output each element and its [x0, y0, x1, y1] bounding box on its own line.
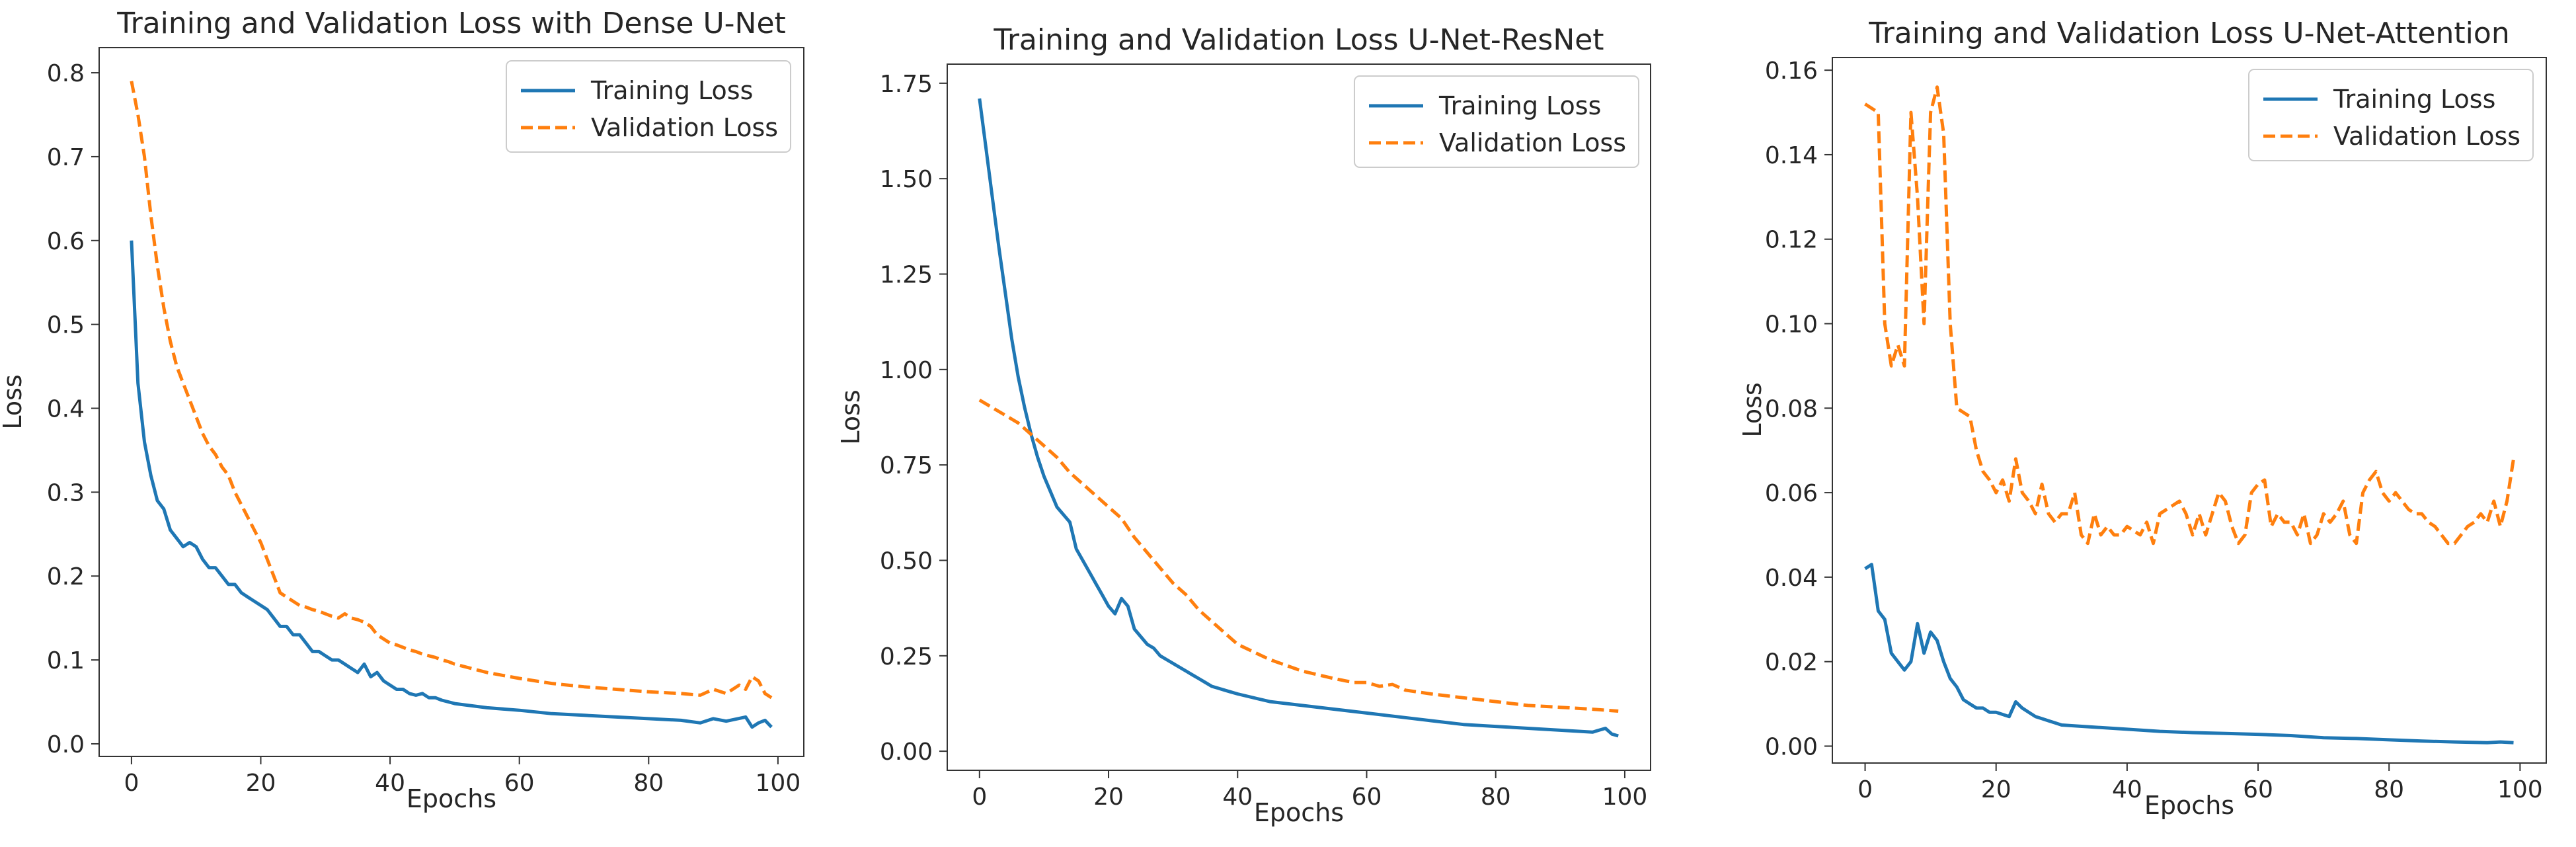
x-tick-label: 60: [1352, 784, 1382, 811]
y-tick-label: 0.06: [1765, 480, 1818, 507]
x-tick-label: 100: [1602, 784, 1648, 811]
legend-label-validation: Validation Loss: [2333, 122, 2520, 151]
x-tick-label: 20: [1093, 784, 1124, 811]
y-tick-label: 0.10: [1765, 311, 1818, 339]
chart-title: Training and Validation Loss with Dense …: [116, 7, 786, 40]
y-tick-label: 0.12: [1765, 227, 1818, 254]
legend-label-validation: Validation Loss: [1439, 128, 1626, 157]
y-tick-label: 0.00: [1765, 733, 1818, 760]
x-tick-label: 60: [504, 770, 535, 797]
x-tick-label: 60: [2243, 776, 2273, 803]
x-axis-label: Epochs: [2144, 791, 2234, 820]
legend: Training Loss Validation Loss: [506, 60, 791, 153]
x-tick-label: 40: [375, 770, 405, 797]
legend-label-validation: Validation Loss: [591, 113, 778, 142]
y-tick-label: 0.1: [47, 647, 85, 674]
x-tick-label: 0: [124, 770, 139, 797]
y-tick-label: 0.4: [47, 396, 85, 423]
x-axis-label: Epochs: [1254, 798, 1344, 827]
axes-frame: [1832, 57, 2547, 764]
x-tick-label: 100: [756, 770, 801, 797]
x-tick-label: 40: [1222, 784, 1253, 811]
x-tick-label: 80: [633, 770, 664, 797]
y-tick-label: 0.3: [47, 479, 85, 506]
training-loss-line: [130, 240, 773, 729]
axes-frame: [98, 47, 804, 757]
y-tick-label: 1.25: [880, 262, 933, 289]
legend-label-training: Training Loss: [2333, 85, 2495, 114]
y-tick-label: 0.02: [1765, 649, 1818, 676]
x-tick-label: 80: [1481, 784, 1511, 811]
y-tick-label: 0.25: [880, 643, 933, 670]
chart-title: Training and Validation Loss U-Net-ResNe…: [993, 23, 1604, 57]
training-loss-line: [978, 98, 1619, 738]
chart-unet-resnet: Training and Validation Loss U-Net-ResNe…: [836, 23, 1651, 827]
legend-label-training: Training Loss: [590, 76, 753, 105]
tick-group: 0 20 40 60 80 100 0.0 0.1 0.2 0.3 0.4 0.5 0.6 0.7 0.8: [47, 60, 801, 797]
plot-area: [978, 98, 1619, 738]
y-tick-label: 0.6: [47, 228, 85, 255]
x-tick-label: 0: [972, 784, 987, 811]
x-tick-label: 20: [1981, 776, 2011, 803]
plot-area: [130, 81, 773, 729]
x-tick-label: 0: [1857, 776, 1873, 803]
legend: Training Loss Validation Loss: [2248, 69, 2534, 161]
legend-label-training: Training Loss: [1438, 91, 1601, 120]
y-tick-label: 0.75: [880, 452, 933, 479]
x-axis-label: Epochs: [407, 784, 496, 813]
y-tick-label: 0.8: [47, 60, 85, 87]
y-tick-label: 0.0: [47, 731, 85, 758]
y-tick-label: 1.75: [880, 71, 933, 98]
y-axis-label: Loss: [836, 389, 865, 444]
training-loss-line: [1864, 563, 2514, 745]
x-tick-label: 40: [2112, 776, 2142, 803]
axes-frame: [947, 63, 1651, 771]
y-tick-label: 0.14: [1765, 142, 1818, 169]
chart-title: Training and Validation Loss U-Net-Atten…: [1868, 17, 2509, 50]
validation-loss-line: [1864, 85, 2515, 545]
legend-box: [506, 60, 791, 153]
y-tick-label: 0.50: [880, 547, 933, 575]
y-tick-label: 0.5: [47, 312, 85, 339]
validation-loss-line: [978, 398, 1619, 713]
x-tick-label: 100: [2497, 776, 2543, 803]
y-tick-label: 0.7: [47, 144, 85, 171]
chart-dense-unet: Training and Validation Loss with Dense …: [0, 7, 804, 813]
plot-area: [1864, 85, 2515, 745]
y-tick-label: 0.08: [1765, 395, 1818, 423]
y-axis-label: Loss: [1738, 382, 1767, 437]
y-tick-label: 0.04: [1765, 565, 1818, 592]
x-tick-label: 80: [2374, 776, 2404, 803]
y-axis-label: Loss: [0, 374, 27, 429]
tick-group: 0 20 40 60 80 100 0.00 0.02 0.04 0.06 0.08 0.10 0.12…: [1765, 58, 2543, 803]
chart-unet-attention: Training and Validation Loss U-Net-Atten…: [1738, 17, 2547, 820]
y-tick-label: 1.00: [880, 357, 933, 384]
y-tick-label: 0.00: [880, 739, 933, 766]
tick-group: 0 20 40 60 80 100 0.00 0.25 0.50 0.75 1.00 1.25 1.50…: [880, 71, 1647, 811]
legend-box: [2248, 69, 2534, 161]
y-tick-label: 1.50: [880, 166, 933, 193]
y-tick-label: 0.16: [1765, 58, 1818, 85]
y-tick-label: 0.2: [47, 563, 85, 590]
legend: Training Loss Validation Loss: [1354, 75, 1639, 168]
legend-box: [1354, 75, 1639, 168]
x-tick-label: 20: [246, 770, 276, 797]
validation-loss-line: [130, 81, 773, 700]
